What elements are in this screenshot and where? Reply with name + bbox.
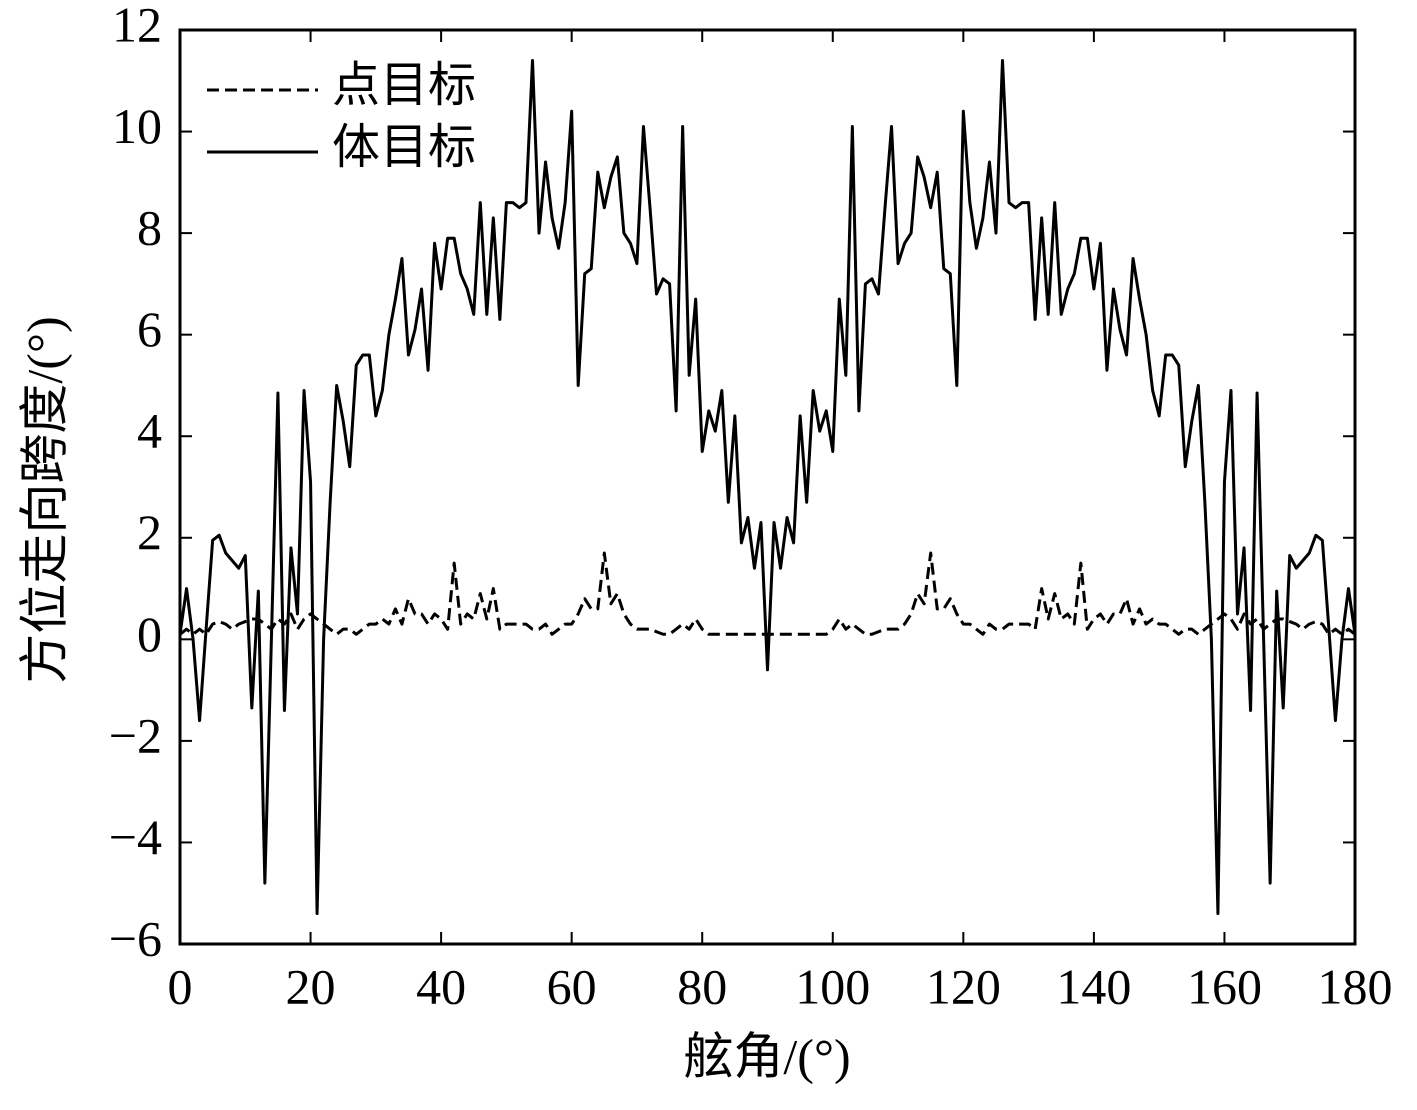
x-tick-label: 140 [1056, 958, 1131, 1014]
x-tick-label: 160 [1187, 958, 1262, 1014]
y-tick-label: 4 [137, 403, 162, 459]
y-axis-label: 方位走向跨度/(°) [16, 316, 72, 683]
y-tick-label: 6 [137, 301, 162, 357]
legend-label: 体目标 [332, 121, 476, 174]
x-tick-label: 80 [677, 958, 727, 1014]
y-tick-label: −2 [109, 707, 162, 763]
x-tick-label: 60 [547, 958, 597, 1014]
x-tick-label: 20 [286, 958, 336, 1014]
x-axis-label: 舷角/(°) [683, 1028, 850, 1084]
legend-label: 点目标 [332, 59, 476, 112]
y-tick-label: 12 [112, 0, 162, 52]
y-tick-label: 8 [137, 200, 162, 256]
plot-frame [178, 28, 1357, 946]
y-tick-label: −6 [109, 910, 162, 966]
x-tick-label: 40 [416, 958, 466, 1014]
x-tick-label: 120 [926, 958, 1001, 1014]
y-tick-label: −4 [109, 809, 162, 865]
x-tick-label: 100 [795, 958, 870, 1014]
series-line [179, 551, 1356, 636]
y-tick-label: 10 [112, 98, 162, 154]
y-tick-label: 2 [137, 504, 162, 560]
y-tick-label: 0 [137, 606, 162, 662]
x-tick-label: 180 [1318, 958, 1393, 1014]
series-line [178, 58, 1357, 916]
x-tick-label: 0 [168, 958, 193, 1014]
